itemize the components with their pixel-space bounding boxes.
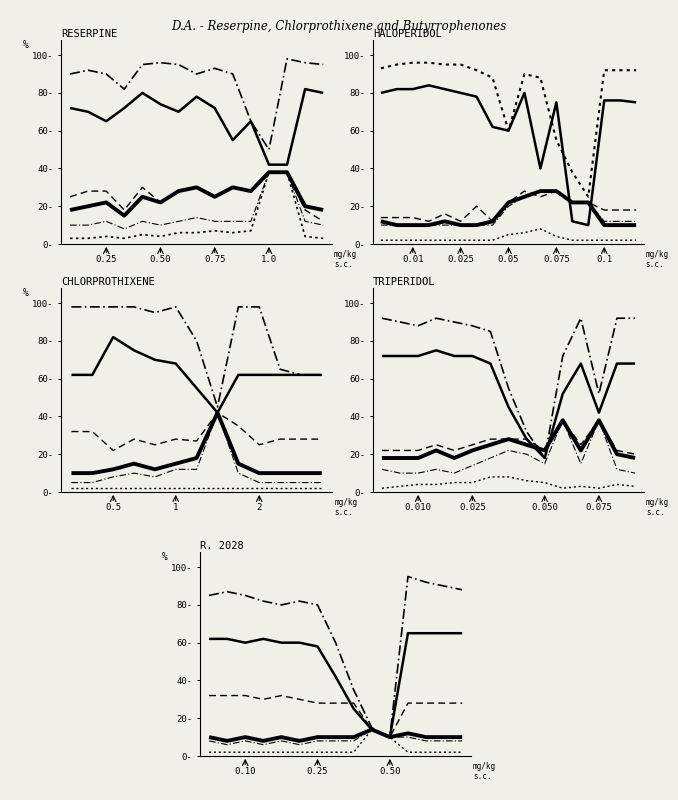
Text: mg/kg
s.c.: mg/kg s.c.	[334, 498, 357, 517]
Text: mg/kg
s.c.: mg/kg s.c.	[473, 762, 496, 781]
Text: %: %	[23, 288, 29, 298]
Text: D.A. - Reserpine, Chlorprothixene and Butyrrophenones: D.A. - Reserpine, Chlorprothixene and Bu…	[172, 20, 506, 33]
Text: mg/kg
s.c.: mg/kg s.c.	[645, 250, 669, 269]
Text: TRIPERIDOL: TRIPERIDOL	[373, 278, 435, 287]
Text: CHLORPROTHIXENE: CHLORPROTHIXENE	[61, 278, 155, 287]
Text: %: %	[23, 40, 29, 50]
Text: mg/kg
s.c.: mg/kg s.c.	[646, 498, 669, 517]
Text: %: %	[162, 552, 168, 562]
Text: RESERPINE: RESERPINE	[61, 30, 117, 39]
Text: mg/kg
s.c.: mg/kg s.c.	[334, 250, 357, 269]
Text: HALOPERIDOL: HALOPERIDOL	[373, 30, 441, 39]
Text: R. 2028: R. 2028	[200, 542, 244, 551]
